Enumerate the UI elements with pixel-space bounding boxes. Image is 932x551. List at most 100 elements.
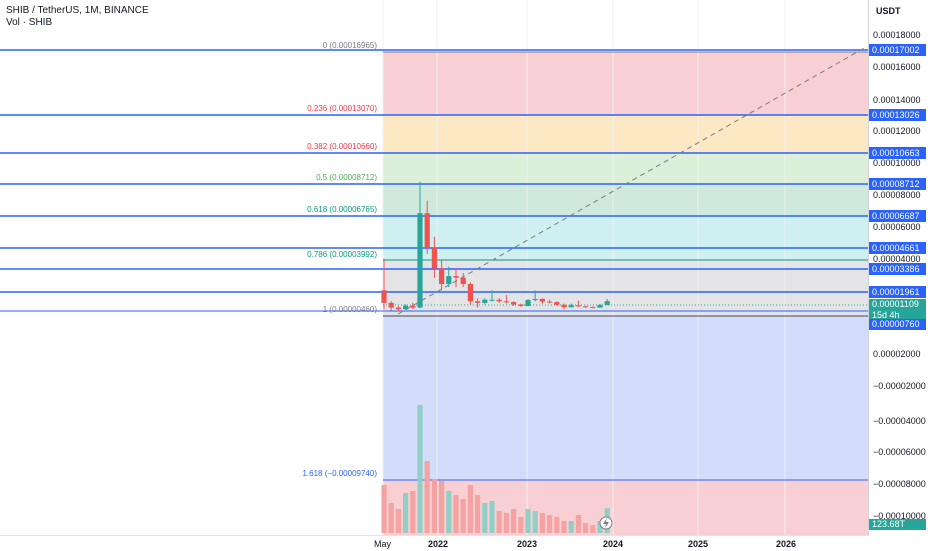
level-price-tag: 0.00013026 xyxy=(869,109,926,121)
time-axis-label: May xyxy=(374,539,392,549)
fib-zone-4 xyxy=(383,216,868,260)
volume-tag: 123.68T xyxy=(869,519,926,530)
candle-body xyxy=(467,283,473,302)
price-tick-label: −0.00004000 xyxy=(873,416,926,426)
volume-bar xyxy=(482,503,488,533)
candle-body xyxy=(496,299,502,302)
price-tick-label: 0.00010000 xyxy=(873,158,921,168)
candle-body xyxy=(460,277,466,284)
volume-bar xyxy=(554,517,560,533)
level-price-tag: 0.00001961 xyxy=(869,286,926,298)
price-tick-label: 0.00002000 xyxy=(873,349,921,359)
price-tick-label: 0.00012000 xyxy=(873,126,921,136)
candle-body xyxy=(597,304,603,308)
volume-bar xyxy=(489,501,495,533)
volume-bar xyxy=(410,491,416,533)
price-tick-label: 0.00014000 xyxy=(873,95,921,105)
candle-body xyxy=(511,302,517,305)
candle-body xyxy=(489,299,495,301)
price-tick-label: −0.00006000 xyxy=(873,447,926,457)
fib-level-label: 1.618 (−0.00009740) xyxy=(302,469,377,478)
volume-bar xyxy=(431,479,437,533)
volume-bar xyxy=(439,481,445,533)
volume-bar xyxy=(417,405,423,533)
volume-bar xyxy=(539,513,545,533)
candle-body xyxy=(583,306,589,308)
low-price-tag: 0.00000760 xyxy=(869,319,926,330)
time-axis-label: 2022 xyxy=(428,539,449,549)
volume-bar xyxy=(568,521,574,533)
volume-bar xyxy=(511,509,517,533)
price-axis-unit[interactable]: USDT xyxy=(876,6,901,16)
price-tick-label: −0.00002000 xyxy=(873,381,926,391)
fib-zone-3 xyxy=(383,184,868,216)
lightning-icon-glyph xyxy=(603,518,609,528)
price-tick-label: −0.00010000 xyxy=(873,511,926,521)
candle-body xyxy=(568,305,574,308)
fib-zone-0 xyxy=(383,52,868,115)
level-price-tag: 0.00004661 xyxy=(869,242,926,254)
volume-bar xyxy=(575,515,581,533)
volume-bar xyxy=(453,495,459,533)
price-tick-label: −0.00008000 xyxy=(873,479,926,489)
candle-body xyxy=(604,301,610,305)
volume-bar xyxy=(590,525,596,533)
volume-bar xyxy=(467,485,473,533)
candle-body xyxy=(518,304,524,307)
symbol-legend[interactable]: SHIB / TetherUS, 1M, BINANCE xyxy=(6,5,149,16)
candle-body xyxy=(395,307,401,310)
volume-bar xyxy=(403,493,409,533)
candle-body xyxy=(424,213,430,248)
candle-body xyxy=(525,300,531,307)
candle-body xyxy=(475,301,481,303)
volume-legend[interactable]: Vol · SHIB xyxy=(6,17,53,28)
fib-level-label: 0.236 (0.00013070) xyxy=(307,104,377,113)
level-price-tag: 0.00003386 xyxy=(869,263,926,275)
price-tick-label: 0.00006000 xyxy=(873,222,921,232)
candle-body xyxy=(403,305,409,310)
candle-body xyxy=(388,302,394,308)
level-price-tag: 0.00010663 xyxy=(869,147,926,159)
fib-zone-1 xyxy=(383,115,868,153)
candle-body xyxy=(539,298,545,302)
candle-body xyxy=(417,213,423,308)
candle-body xyxy=(503,301,509,303)
volume-bar xyxy=(583,523,589,533)
fib-zone-2 xyxy=(383,153,868,184)
volume-bar xyxy=(503,513,509,533)
fib-level-label: 1 (0.00000460) xyxy=(322,305,377,314)
price-tick-label: 0.00016000 xyxy=(873,62,921,72)
volume-bar xyxy=(518,517,524,533)
fib-level-label: 0 (0.00016965) xyxy=(322,41,377,50)
fib-zone-6 xyxy=(383,316,868,480)
candle-body xyxy=(410,305,416,308)
price-tick-label: 0.00008000 xyxy=(873,190,921,200)
volume-bar xyxy=(475,495,481,533)
time-axis-label: 2024 xyxy=(603,539,624,549)
level-price-tag: 0.00006687 xyxy=(869,210,926,222)
countdown-tag: 15d 4h xyxy=(869,310,926,320)
level-price-tag: 0.00017002 xyxy=(869,44,926,56)
candle-body xyxy=(554,302,560,305)
volume-bar xyxy=(381,485,387,533)
fib-level-label: 0.618 (0.00006765) xyxy=(307,205,377,214)
candle-body xyxy=(431,247,437,269)
candle-body xyxy=(381,290,387,303)
candle-body xyxy=(532,298,538,301)
volume-bar xyxy=(424,461,430,533)
volume-bar xyxy=(388,503,394,533)
candle-body xyxy=(453,276,459,278)
volume-bar xyxy=(532,511,538,533)
price-tick-label: 0.00018000 xyxy=(873,30,921,40)
price-tick-label: 0.00004000 xyxy=(873,254,921,264)
candle-body xyxy=(575,305,581,307)
candle-body xyxy=(590,307,596,309)
candle-body xyxy=(446,276,452,284)
time-axis-label: 2025 xyxy=(688,539,709,549)
time-axis[interactable] xyxy=(0,535,868,551)
last-price-tag: 0.00001109 xyxy=(869,299,926,310)
volume-bar xyxy=(547,515,553,533)
volume-bar xyxy=(561,521,567,533)
time-axis-label: 2023 xyxy=(517,539,538,549)
